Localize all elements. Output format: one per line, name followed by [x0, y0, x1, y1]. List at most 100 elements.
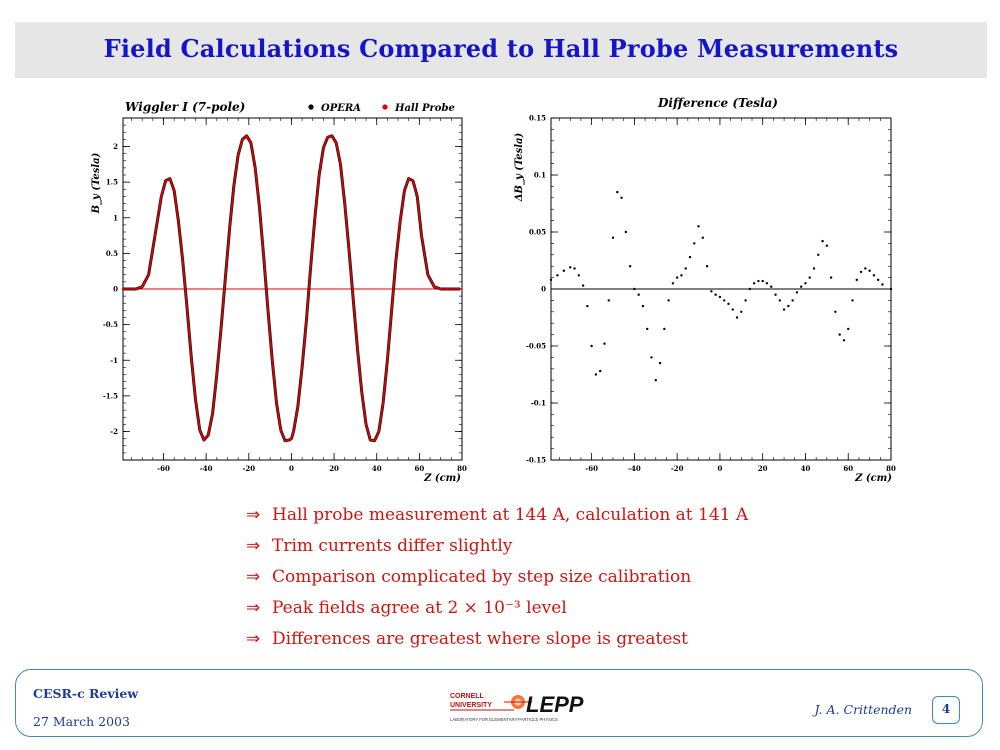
data-point [394, 259, 398, 262]
data-point [241, 138, 244, 141]
y-tick-label: -0.1 [531, 399, 546, 408]
presentation-date: 27 March 2003 [33, 714, 130, 729]
data-point [198, 428, 201, 432]
data-point [445, 287, 449, 291]
data-point [573, 267, 576, 270]
bullet-item: ⇒ Comparison complicated by step size cal… [246, 562, 846, 593]
page-number: 4 [932, 696, 960, 724]
data-point [309, 266, 312, 269]
bullet-arrow-icon: ⇒ [246, 505, 261, 525]
x-tick-label: 0 [289, 464, 294, 473]
data-point [744, 299, 747, 302]
data-point [757, 279, 760, 283]
data-point [641, 304, 645, 308]
data-point [624, 230, 628, 234]
data-point [237, 153, 240, 157]
data-point [271, 359, 274, 362]
y-tick-label: 2 [113, 142, 118, 151]
x-tick-label: 60 [414, 464, 424, 473]
data-point [774, 293, 777, 296]
data-point [697, 225, 700, 228]
data-point [590, 344, 593, 348]
data-point [748, 287, 752, 291]
bullet-item: ⇒ Differences are greatest where slope is… [246, 624, 846, 655]
data-point [305, 319, 308, 323]
data-point [855, 278, 858, 282]
data-point [121, 287, 125, 291]
data-point [177, 220, 180, 223]
data-point [168, 177, 172, 180]
data-point [335, 141, 338, 145]
data-point [705, 265, 709, 268]
x-tick-label: 80 [457, 464, 467, 473]
data-point [343, 202, 346, 205]
data-point [386, 359, 389, 362]
data-point [211, 412, 214, 415]
data-point [847, 327, 850, 331]
bullet-arrow-icon: ⇒ [246, 567, 261, 587]
bullet-arrow-icon: ⇒ [246, 598, 261, 618]
data-point [603, 342, 606, 345]
logo-university: UNIVERSITY [450, 702, 492, 709]
data-point [876, 278, 880, 282]
y-tick-label: 0.1 [534, 171, 546, 180]
data-point [646, 327, 649, 331]
x-tick-label: 60 [843, 464, 853, 473]
data-point [347, 248, 351, 251]
data-point [360, 391, 363, 394]
data-point [688, 255, 692, 259]
y-tick-label: -0.5 [103, 320, 118, 329]
bullet-item: ⇒ Peak fields agree at 2 × 10⁻³ level [246, 593, 846, 624]
data-point [411, 179, 415, 182]
data-point [245, 134, 248, 137]
slide-title: Field Calculations Compared to Hall Prob… [103, 34, 899, 63]
data-point [352, 298, 355, 301]
data-point [326, 136, 329, 139]
data-point [249, 141, 253, 145]
y-tick-label: 1.5 [106, 178, 118, 187]
data-point [549, 278, 553, 282]
data-point [834, 310, 837, 313]
data-point [390, 309, 393, 312]
legend-hall-label: Hall Probe [394, 103, 455, 114]
field-plot-svg: Wiggler I (7-pole) OPERA Hall Probe Z (c… [91, 100, 467, 484]
legend-opera-label: OPERA [321, 103, 361, 114]
data-point [765, 282, 769, 285]
difference-plot: Difference (Tesla) Z (cm) ΔB_y (Tesla) -… [510, 95, 905, 490]
data-point [377, 430, 380, 433]
data-point [714, 293, 717, 296]
y-tick-label: -1 [110, 356, 118, 365]
lepp-logo: CORNELL UNIVERSITY LEPP LABORATORY FOR E… [450, 692, 584, 722]
bullet-text: Differences are greatest where slope is … [272, 629, 688, 649]
data-point [290, 437, 293, 440]
legend-hall-marker [382, 104, 388, 110]
data-point [859, 270, 863, 274]
difference-plot-xlabel: Z (cm) [854, 473, 892, 484]
data-point [675, 276, 679, 279]
data-point [266, 309, 270, 312]
data-point [611, 236, 615, 239]
y-tick-label: 0 [541, 285, 546, 294]
data-point [633, 287, 636, 291]
data-point [399, 220, 402, 223]
data-point [300, 366, 304, 369]
y-tick-label: 0.05 [529, 228, 546, 237]
title-banner: Field Calculations Compared to Hall Prob… [15, 22, 987, 78]
data-point [275, 401, 278, 405]
bullet-arrow-icon: ⇒ [246, 536, 261, 556]
data-point [795, 291, 799, 294]
data-point [330, 134, 334, 137]
data-point [141, 285, 144, 288]
x-tick-label: -20 [242, 464, 255, 473]
series-line [123, 135, 460, 442]
data-point [296, 405, 299, 408]
data-point [258, 205, 261, 209]
author-name: J. A. Crittenden [814, 702, 912, 717]
data-point [628, 265, 632, 268]
x-tick-label: -40 [628, 464, 641, 473]
data-point [232, 184, 235, 187]
data-point [322, 146, 325, 150]
x-tick-label: 40 [372, 464, 382, 473]
y-tick-label: -0.15 [526, 456, 546, 465]
data-point [283, 439, 287, 442]
